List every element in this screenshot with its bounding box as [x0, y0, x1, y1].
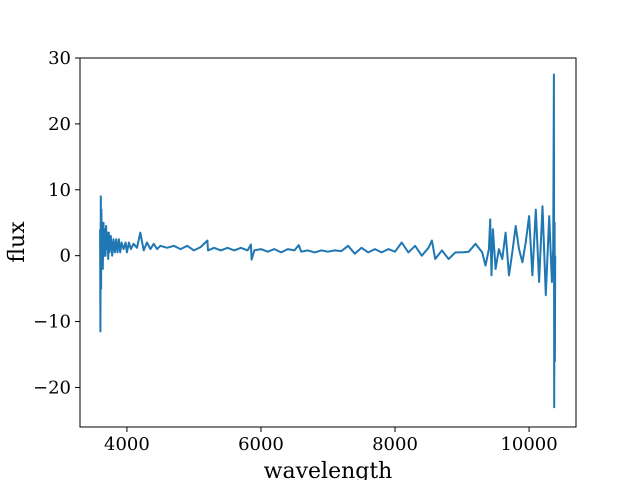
y-axis: −20 −10 0 10 20 30	[33, 48, 80, 398]
data-series-group	[99, 73, 557, 409]
x-axis-label: wavelength	[264, 459, 393, 480]
x-axis: 4000 6000 8000 10000	[104, 427, 558, 455]
axes-frame	[79, 57, 577, 428]
y-tick-label: 30	[48, 48, 71, 69]
y-tick-label: 20	[48, 114, 71, 135]
y-tick-label: −20	[33, 377, 71, 398]
y-tick-label: −10	[33, 312, 71, 333]
x-tick-label: 4000	[104, 434, 150, 455]
x-tick-label: 6000	[238, 434, 284, 455]
y-axis-label: flux	[5, 221, 30, 263]
y-tick-label: 10	[48, 180, 71, 201]
spectrum-line	[99, 73, 557, 409]
x-tick-label: 10000	[500, 434, 557, 455]
y-tick-label: 0	[60, 246, 71, 267]
x-tick-label: 8000	[372, 434, 418, 455]
